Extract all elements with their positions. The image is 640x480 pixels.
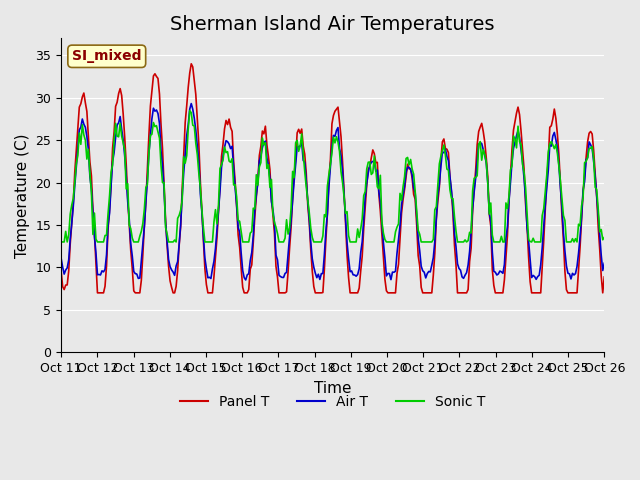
Air T (58, 255, 65, 261)
Panel T (250, 240, 257, 245)
Air T (221, 144, 228, 150)
Line: Sonic T: Sonic T (61, 110, 604, 242)
Sonic T (239, 239, 246, 245)
Air T (573, 264, 581, 269)
Air T (188, 101, 195, 107)
Air T (239, 267, 246, 273)
Sonic T (248, 228, 255, 234)
Panel T (241, 290, 248, 296)
Legend: Panel T, Air T, Sonic T: Panel T, Air T, Sonic T (175, 389, 491, 414)
Panel T (58, 268, 65, 274)
Sonic T (296, 143, 304, 149)
Line: Panel T: Panel T (61, 64, 604, 293)
Air T (600, 260, 608, 266)
Air T (242, 277, 250, 283)
Panel T (573, 290, 581, 296)
Title: Sherman Island Air Temperatures: Sherman Island Air Temperatures (170, 15, 495, 34)
Panel T (125, 221, 133, 227)
Sonic T (186, 108, 193, 113)
Panel T (188, 61, 195, 67)
Air T (124, 199, 132, 204)
Text: SI_mixed: SI_mixed (72, 49, 141, 63)
Air T (298, 140, 305, 145)
Sonic T (572, 236, 579, 241)
Panel T (222, 118, 230, 123)
Y-axis label: Temperature (C): Temperature (C) (15, 133, 30, 258)
Sonic T (124, 181, 132, 187)
Panel T (600, 274, 608, 280)
Sonic T (58, 239, 65, 245)
Sonic T (600, 235, 608, 240)
Panel T (93, 290, 101, 296)
Line: Air T: Air T (61, 104, 604, 280)
X-axis label: Time: Time (314, 381, 351, 396)
Air T (250, 233, 257, 239)
Panel T (298, 126, 305, 132)
Sonic T (221, 144, 228, 150)
